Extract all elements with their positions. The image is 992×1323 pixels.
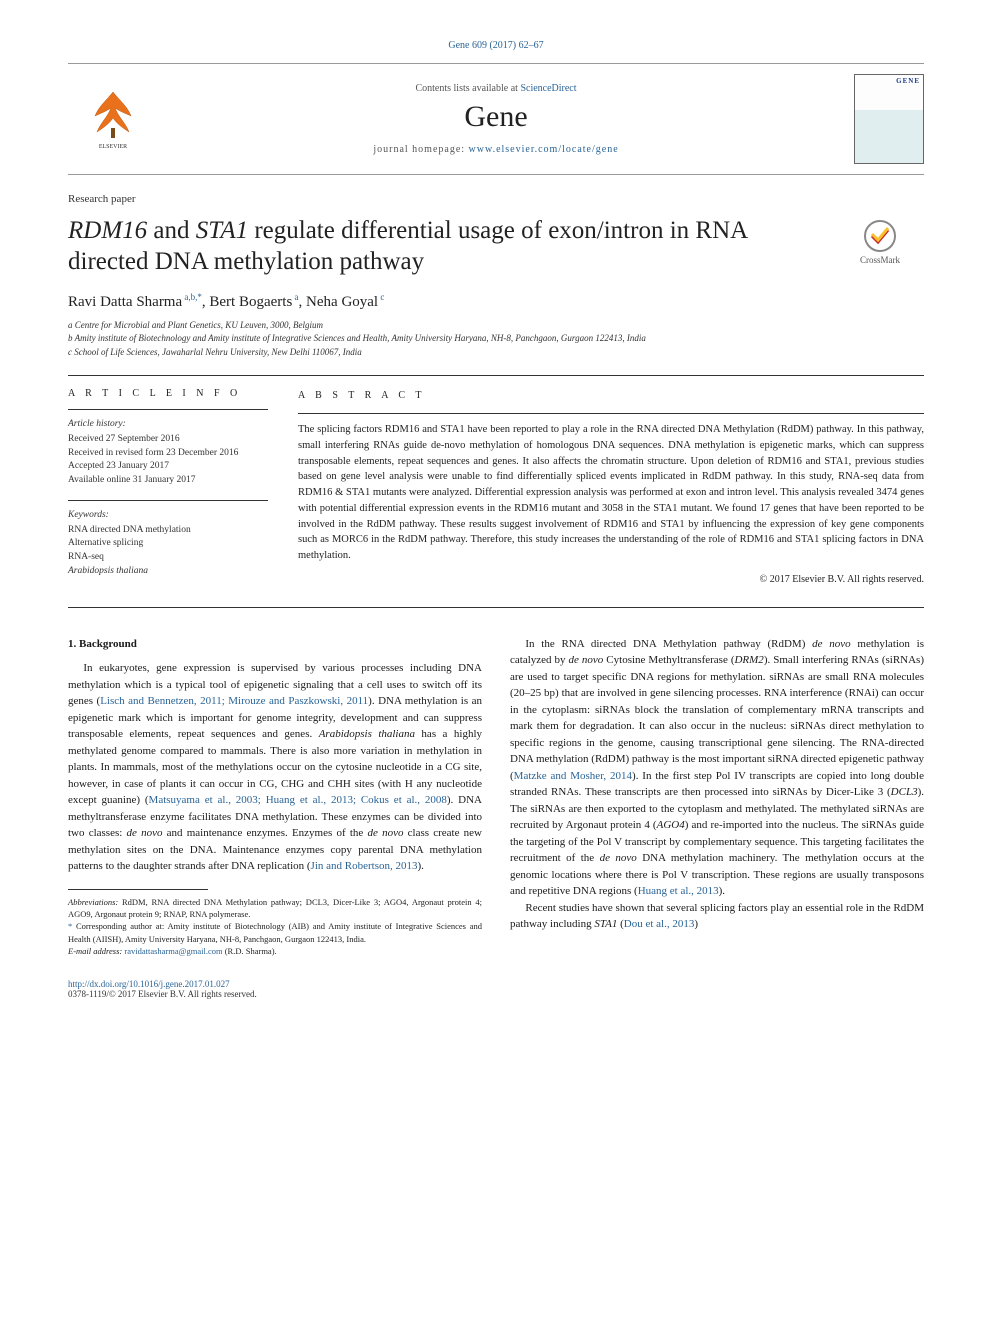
ref-link-4[interactable]: Matzke and Mosher, 2014: [514, 770, 632, 782]
doi-link[interactable]: http://dx.doi.org/10.1016/j.gene.2017.01…: [68, 979, 230, 989]
ref-link-3[interactable]: Jin and Robertson, 2013: [311, 860, 418, 872]
citation-line: Gene 609 (2017) 62–67: [68, 40, 924, 51]
section-1-heading: 1. Background: [68, 636, 482, 653]
sep2: ,: [299, 294, 307, 310]
keyword-4: Arabidopsis thaliana: [68, 565, 268, 579]
homepage-link[interactable]: www.elsevier.com/locate/gene: [469, 144, 619, 155]
para-1: In eukaryotes, gene expression is superv…: [68, 660, 482, 875]
ref-link-6[interactable]: Dou et al., 2013: [624, 918, 695, 930]
cover-label: GENE: [896, 77, 920, 85]
abbreviations-note: Abbreviations: RdDM, RNA directed DNA Me…: [68, 896, 482, 921]
journal-homepage: journal homepage: www.elsevier.com/locat…: [158, 144, 834, 155]
abstract-rule: [298, 413, 924, 414]
keyword-2: Alternative splicing: [68, 537, 268, 551]
homepage-prefix: journal homepage:: [373, 144, 468, 155]
crossmark-label: CrossMark: [860, 255, 900, 265]
history-online: Available online 31 January 2017: [68, 474, 268, 488]
article-info-column: a r t i c l e i n f o Article history: R…: [68, 388, 268, 591]
crossmark-icon: [863, 219, 897, 253]
history-label: Article history:: [68, 418, 268, 432]
author-2: Bert Bogaerts: [209, 294, 292, 310]
keywords-label: Keywords:: [68, 509, 268, 523]
elsevier-tree-icon: ELSEVIER: [85, 88, 141, 150]
journal-cover-thumb: GENE: [854, 74, 924, 164]
ref-link-1[interactable]: Lisch and Bennetzen, 2011; Mirouze and P…: [100, 695, 368, 707]
info-rule2: [68, 500, 268, 501]
article-title: RDM16 and STA1 regulate differential usa…: [68, 215, 822, 278]
authors-line: Ravi Datta Sharma a,b,*, Bert Bogaerts a…: [68, 292, 924, 311]
history-revised: Received in revised form 23 December 201…: [68, 447, 268, 461]
divider-top: [68, 375, 924, 376]
sd-prefix: Contents lists available at: [415, 83, 520, 94]
history-accepted: Accepted 23 January 2017: [68, 460, 268, 474]
divider-bottom: [68, 607, 924, 608]
crossmark-badge[interactable]: CrossMark: [836, 219, 924, 265]
article-info-heading: a r t i c l e i n f o: [68, 388, 268, 399]
keyword-1: RNA directed DNA methylation: [68, 524, 268, 538]
issn-line: 0378-1119/© 2017 Elsevier B.V. All right…: [68, 989, 924, 999]
abstract-copyright: © 2017 Elsevier B.V. All rights reserved…: [298, 572, 924, 587]
history-received: Received 27 September 2016: [68, 433, 268, 447]
author-1-aff: a,b,: [182, 292, 197, 302]
footnote-divider: [68, 889, 208, 890]
masthead: ELSEVIER Contents lists available at Sci…: [68, 63, 924, 175]
author-3-aff: c: [378, 292, 384, 302]
sciencedirect-line: Contents lists available at ScienceDirec…: [158, 83, 834, 94]
journal-name: Gene: [158, 100, 834, 134]
email-note: E-mail address: ravidattasharma@gmail.co…: [68, 945, 482, 957]
bottom-meta: http://dx.doi.org/10.1016/j.gene.2017.01…: [68, 979, 924, 999]
title-t1: and: [147, 217, 196, 244]
author-3: Neha Goyal: [306, 294, 378, 310]
para-2: In the RNA directed DNA Methylation path…: [510, 636, 924, 900]
email-link[interactable]: ravidattasharma@gmail.com: [124, 946, 222, 956]
corresponding-author-note: * Corresponding author at: Amity institu…: [68, 920, 482, 945]
affiliation-c: c School of Life Sciences, Jawaharlal Ne…: [68, 346, 924, 360]
affiliation-b: b Amity institute of Biotechnology and A…: [68, 332, 924, 346]
info-rule: [68, 409, 268, 410]
title-gene1: RDM16: [68, 217, 147, 244]
footnotes-block: Abbreviations: RdDM, RNA directed DNA Me…: [68, 889, 482, 958]
paper-type: Research paper: [68, 193, 924, 205]
publisher-logo: ELSEVIER: [68, 88, 158, 150]
ref-link-5[interactable]: Huang et al., 2013: [638, 885, 719, 897]
para-3: Recent studies have shown that several s…: [510, 900, 924, 933]
svg-text:ELSEVIER: ELSEVIER: [99, 144, 127, 150]
body-text: 1. Background In eukaryotes, gene expres…: [68, 636, 924, 958]
abstract-text: The splicing factors RDM16 and STA1 have…: [298, 422, 924, 564]
keyword-3: RNA-seq: [68, 551, 268, 565]
title-gene2: STA1: [196, 217, 248, 244]
sciencedirect-link[interactable]: ScienceDirect: [520, 83, 576, 94]
abstract-column: a b s t r a c t The splicing factors RDM…: [298, 388, 924, 591]
affiliation-a: a Centre for Microbial and Plant Genetic…: [68, 319, 924, 333]
ref-link-2[interactable]: Matsuyama et al., 2003; Huang et al., 20…: [149, 794, 447, 806]
abstract-heading: a b s t r a c t: [298, 388, 924, 403]
author-1: Ravi Datta Sharma: [68, 294, 182, 310]
affiliations: a Centre for Microbial and Plant Genetic…: [68, 319, 924, 360]
